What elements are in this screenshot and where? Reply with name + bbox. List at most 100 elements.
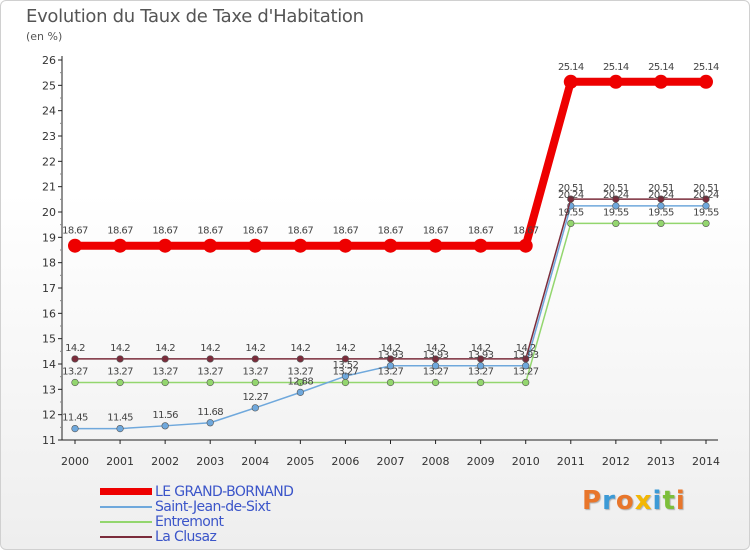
x-tick-label: 2003 bbox=[196, 455, 224, 468]
x-tick-label: 2009 bbox=[467, 455, 495, 468]
data-point bbox=[473, 238, 488, 253]
data-labels: 18.67 18.67 18.67 18.67 18.67 18.67 18.67 18.67… bbox=[62, 62, 719, 424]
logo-letter: t bbox=[662, 486, 676, 516]
data-label: 13.27 bbox=[62, 366, 88, 377]
data-point bbox=[567, 195, 575, 203]
data-point bbox=[251, 355, 259, 363]
data-label: 13.93 bbox=[513, 350, 539, 361]
data-label: 14.2 bbox=[200, 343, 220, 354]
data-label: 18.67 bbox=[62, 226, 88, 237]
data-point bbox=[653, 74, 668, 89]
data-label: 18.67 bbox=[333, 226, 359, 237]
proxiti-logo: Proxiti bbox=[582, 486, 686, 516]
y-tick-label: 25 bbox=[42, 79, 56, 92]
data-point bbox=[657, 195, 665, 203]
data-point bbox=[251, 378, 259, 387]
data-label: 18.67 bbox=[378, 226, 404, 237]
data-label: 20.24 bbox=[558, 190, 584, 201]
y-tick-label: 22 bbox=[42, 155, 56, 168]
data-label: 25.14 bbox=[648, 62, 674, 73]
data-point bbox=[116, 425, 124, 433]
data-point bbox=[206, 355, 214, 363]
data-point bbox=[522, 378, 530, 387]
data-label: 13.93 bbox=[468, 350, 494, 361]
data-label: 20.24 bbox=[603, 190, 629, 201]
data-point bbox=[702, 195, 710, 203]
data-point bbox=[203, 238, 218, 253]
data-label: 25.14 bbox=[693, 62, 719, 73]
y-tick-label: 24 bbox=[42, 105, 56, 118]
y-tick-label: 11 bbox=[42, 434, 56, 447]
y-tick-label: 18 bbox=[42, 257, 56, 270]
data-point bbox=[702, 219, 710, 227]
data-point bbox=[113, 238, 128, 253]
x-tick-label: 2004 bbox=[241, 455, 269, 468]
data-label: 18.67 bbox=[107, 226, 133, 237]
data-label: 19.55 bbox=[648, 207, 674, 218]
data-point bbox=[116, 355, 124, 363]
data-label: 14.2 bbox=[110, 343, 130, 354]
axes: 11 12 13 14 15 16 17 18 19 20 21 22 23 24 25 26 2000 2001… bbox=[42, 54, 720, 468]
data-label: 12.88 bbox=[288, 376, 314, 387]
data-label: 13.27 bbox=[423, 366, 449, 377]
data-point bbox=[567, 219, 575, 227]
data-label: 20.51 bbox=[603, 183, 629, 194]
logo-letter: o bbox=[615, 486, 635, 516]
data-label: 14.2 bbox=[335, 343, 355, 354]
data-label: 14.2 bbox=[516, 343, 536, 354]
data-label: 13.27 bbox=[152, 366, 178, 377]
legend-swatch bbox=[100, 521, 152, 523]
data-point bbox=[341, 372, 350, 380]
data-point bbox=[296, 388, 304, 396]
x-tick-label: 2012 bbox=[602, 455, 630, 468]
data-point bbox=[71, 425, 79, 433]
data-label: 13.27 bbox=[468, 366, 494, 377]
chart-subtitle: (en %) bbox=[26, 30, 63, 43]
data-label: 18.67 bbox=[513, 226, 539, 237]
data-point bbox=[158, 238, 173, 253]
data-label: 14.2 bbox=[471, 343, 491, 354]
data-label: 13.27 bbox=[333, 366, 359, 377]
logo-letter: i bbox=[675, 486, 686, 516]
data-point bbox=[428, 238, 443, 253]
data-label: 18.67 bbox=[152, 226, 178, 237]
series-line-0 bbox=[71, 77, 710, 250]
data-point bbox=[68, 238, 82, 253]
y-tick-label: 15 bbox=[42, 333, 56, 346]
legend-label: LE GRAND-BORNAND bbox=[155, 484, 294, 500]
data-label: 14.2 bbox=[65, 343, 85, 354]
data-point bbox=[161, 355, 169, 363]
data-label: 13.27 bbox=[378, 366, 404, 377]
data-point bbox=[612, 219, 620, 227]
data-point bbox=[477, 355, 485, 363]
data-point bbox=[161, 378, 169, 387]
data-label: 11.45 bbox=[62, 413, 88, 424]
data-label: 18.67 bbox=[468, 226, 494, 237]
y-tick-label: 17 bbox=[42, 282, 56, 295]
chart-title: Evolution du Taux de Taxe d'Habitation bbox=[26, 6, 364, 27]
data-point bbox=[71, 355, 79, 363]
data-label: 14.2 bbox=[381, 343, 401, 354]
data-point bbox=[338, 238, 353, 253]
data-label: 20.24 bbox=[648, 190, 674, 201]
data-label: 19.55 bbox=[693, 207, 719, 218]
data-point bbox=[248, 238, 263, 253]
series-lines bbox=[68, 74, 713, 433]
data-point bbox=[563, 74, 578, 89]
data-point bbox=[383, 238, 398, 253]
x-tick-label: 2001 bbox=[106, 455, 134, 468]
y-tick-label: 16 bbox=[42, 307, 56, 320]
data-point bbox=[206, 378, 214, 387]
data-label: 25.14 bbox=[558, 62, 584, 73]
data-point bbox=[477, 378, 485, 387]
data-point bbox=[116, 378, 124, 387]
x-tick-label: 2008 bbox=[422, 455, 450, 468]
data-label: 13.52 bbox=[333, 360, 359, 371]
legend-label: Entremont bbox=[155, 514, 224, 530]
data-point bbox=[161, 422, 169, 430]
y-tick-label: 12 bbox=[42, 409, 56, 422]
logo-letter: i bbox=[652, 486, 663, 516]
data-label: 13.93 bbox=[423, 350, 449, 361]
data-point bbox=[522, 355, 530, 363]
